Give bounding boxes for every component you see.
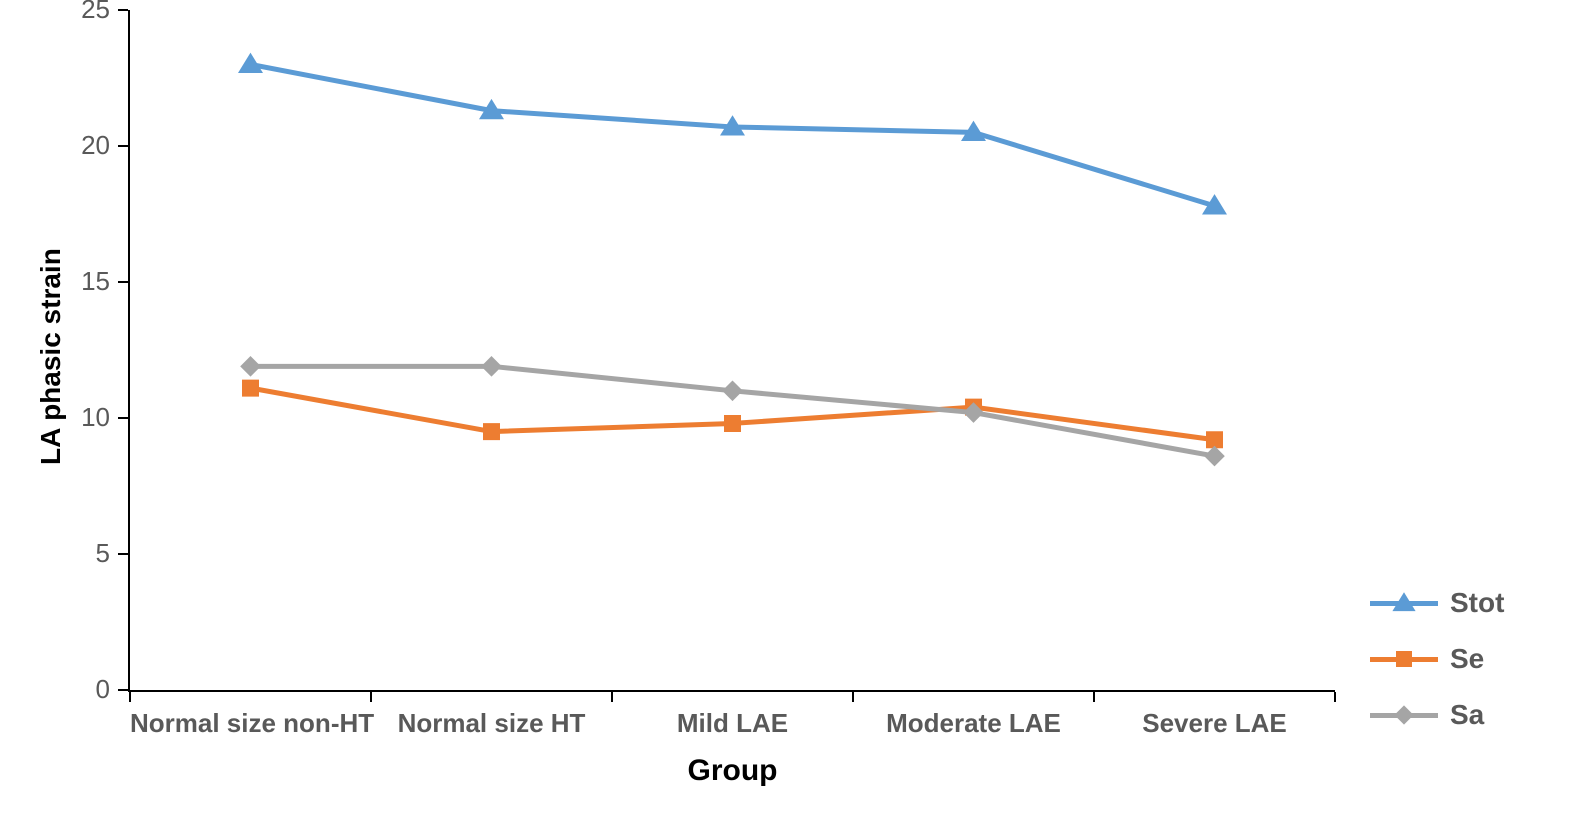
x-tick-mark (1093, 692, 1095, 702)
series-marker (482, 357, 501, 376)
x-tick-label: Normal size HT (371, 708, 612, 739)
series-marker (725, 415, 741, 431)
plot-svg (130, 10, 1335, 690)
line-chart: 0510152025 Normal size non-HTNormal size… (0, 0, 1594, 831)
x-tick-label: Severe LAE (1094, 708, 1335, 739)
y-tick-label: 25 (0, 0, 110, 25)
x-axis-line (128, 690, 1335, 692)
legend-item: Se (1370, 631, 1504, 687)
x-tick-label: Mild LAE (612, 708, 853, 739)
series-marker (484, 424, 500, 440)
y-tick-mark (118, 417, 128, 419)
x-axis-title: Group (130, 754, 1335, 788)
x-tick-label: Moderate LAE (853, 708, 1094, 739)
series-line (251, 366, 1215, 456)
legend-swatch (1370, 647, 1438, 671)
y-axis-title: LA phasic strain (35, 248, 67, 465)
square-icon (1392, 647, 1416, 671)
series-marker (241, 357, 260, 376)
x-tick-mark (611, 692, 613, 702)
triangle-icon (1392, 591, 1416, 615)
legend-swatch (1370, 703, 1438, 727)
diamond-icon (1392, 703, 1416, 727)
legend-label: Sa (1450, 699, 1484, 731)
legend-item: Sa (1370, 687, 1504, 743)
y-tick-label: 0 (0, 674, 110, 705)
x-tick-mark (129, 692, 131, 702)
legend-item: Stot (1370, 575, 1504, 631)
series-marker (1205, 446, 1224, 465)
legend-swatch (1370, 591, 1438, 615)
x-tick-mark (852, 692, 854, 702)
y-axis-line (128, 10, 130, 690)
legend-label: Se (1450, 643, 1484, 675)
y-tick-label: 20 (0, 130, 110, 161)
series-marker (239, 54, 262, 73)
y-tick-mark (118, 689, 128, 691)
y-tick-mark (118, 145, 128, 147)
legend-label: Stot (1450, 587, 1504, 619)
x-tick-mark (370, 692, 372, 702)
y-tick-label: 5 (0, 538, 110, 569)
series-marker (243, 380, 259, 396)
x-tick-mark (1334, 692, 1336, 702)
series-marker (723, 381, 742, 400)
plot-area (130, 10, 1335, 690)
legend: Stot Se Sa (1370, 575, 1504, 743)
x-tick-label: Normal size non-HT (130, 708, 371, 739)
y-tick-mark (118, 553, 128, 555)
y-tick-mark (118, 9, 128, 11)
series-marker (1207, 432, 1223, 448)
y-tick-mark (118, 281, 128, 283)
